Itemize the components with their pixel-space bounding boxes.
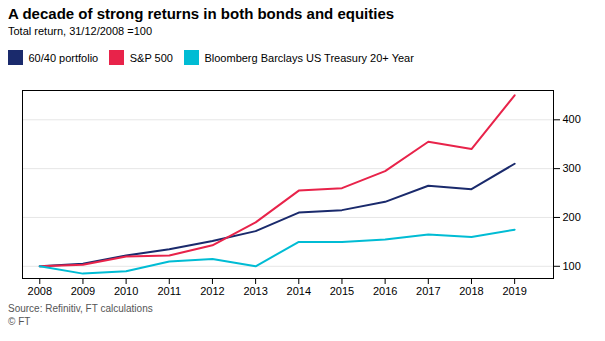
svg-text:2011: 2011 <box>157 285 181 297</box>
html-text:S&P 500: S&P 500 <box>129 51 173 64</box>
html-text:A decade of strong returns in: A decade of strong returns in both bonds… <box>8 5 395 22</box>
html-text:60/40 portfolio: 60/40 portfolio <box>28 51 99 64</box>
svg-text:2014: 2014 <box>287 285 311 297</box>
html-text:© FT: © FT <box>8 315 31 327</box>
svg-text:2015: 2015 <box>330 285 354 297</box>
svg-text:2013: 2013 <box>243 285 267 297</box>
svg-text:400: 400 <box>563 113 581 125</box>
svg-text:300: 300 <box>563 162 581 174</box>
svg-text:100: 100 <box>563 259 581 271</box>
svg-text:2008: 2008 <box>28 285 52 297</box>
html-text:Total return, 31/12/2008 =100: Total return, 31/12/2008 =100 <box>8 25 152 37</box>
svg-text:2016: 2016 <box>373 285 397 297</box>
html-text:Source: Refinitiv, FT calculat: Source: Refinitiv, FT calculations <box>8 302 153 314</box>
svg-text:2012: 2012 <box>200 285 224 297</box>
svg-text:2017: 2017 <box>416 285 440 297</box>
svg-text:2018: 2018 <box>459 285 483 297</box>
svg-text:2009: 2009 <box>71 285 95 297</box>
svg-text:2019: 2019 <box>502 285 526 297</box>
svg-text:200: 200 <box>563 210 581 222</box>
html-text:Bloomberg Barclays US Treasury: Bloomberg Barclays US Treasury 20+ Year <box>204 51 414 64</box>
svg-text:2010: 2010 <box>114 285 138 297</box>
